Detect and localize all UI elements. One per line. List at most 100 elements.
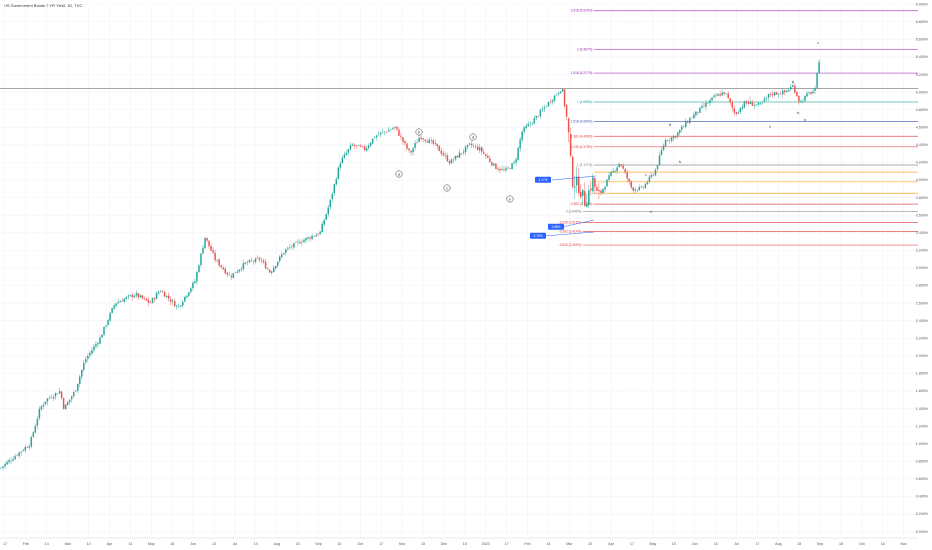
candle-body: [545, 106, 548, 108]
candle-body: [323, 220, 325, 225]
wave-circle-marker: [395, 170, 403, 178]
candle-body: [685, 121, 687, 127]
y-tick-label: 1.400%: [916, 407, 929, 411]
candle-body: [495, 163, 497, 169]
candle-body: [478, 147, 481, 151]
candle-body: [590, 188, 592, 191]
candle-body: [68, 399, 71, 403]
candle-body: [77, 383, 79, 391]
candle-body: [707, 103, 709, 104]
candle-body: [115, 303, 117, 306]
candle-body: [573, 186, 576, 188]
candle-body: [763, 98, 766, 102]
y-tick-label: 0.000%: [916, 530, 929, 534]
wave-label: i: [750, 96, 751, 100]
y-tick-label: 2.800%: [916, 284, 929, 288]
candle-body: [739, 108, 742, 113]
wave-circle-label: e: [509, 196, 512, 201]
candle-body: [650, 174, 653, 177]
wave-label: iv: [804, 118, 807, 122]
candle-body: [507, 167, 509, 169]
x-tick-label: 17: [379, 542, 383, 546]
candle-body: [533, 118, 536, 124]
candle-body: [452, 159, 455, 161]
candle-body: [600, 190, 602, 193]
wave-circle-marker: [415, 128, 423, 136]
candle-body: [18, 452, 20, 456]
candle-body: [182, 301, 184, 306]
candle-body: [119, 301, 121, 303]
candle-body: [46, 398, 49, 402]
candle-body: [173, 301, 176, 307]
candle-body: [430, 139, 433, 141]
candle-body: [438, 145, 441, 152]
candle-body: [283, 253, 285, 255]
candle-body: [470, 143, 473, 146]
candle-body: [485, 154, 487, 157]
candle-body: [291, 246, 293, 248]
candle-body: [139, 295, 142, 298]
candle-body: [305, 237, 307, 241]
candle-body: [687, 121, 689, 123]
candle-body: [107, 320, 109, 325]
y-tick-label: 1.000%: [916, 442, 929, 446]
price-badge: [535, 176, 551, 183]
candle-body: [527, 124, 529, 127]
x-tick-label: 14: [87, 542, 91, 546]
candle-body: [375, 135, 378, 138]
candle-body: [204, 237, 206, 248]
candle-body: [416, 142, 418, 144]
x-tick-label: May: [650, 542, 657, 546]
candle-body: [321, 223, 323, 233]
fib-level-label: 0 (3.640%): [566, 210, 582, 214]
candle-body: [553, 95, 556, 101]
candle-body: [767, 93, 770, 98]
y-tick-label: 4.400%: [916, 143, 929, 147]
candle-body: [188, 292, 190, 296]
candle-body: [274, 265, 277, 269]
candle-body: [537, 116, 540, 117]
candle-body: [786, 90, 788, 92]
candle-body: [234, 272, 237, 273]
candle-body: [149, 302, 152, 303]
wave-label: iv: [797, 111, 800, 115]
y-tick-label: 1.600%: [916, 389, 929, 393]
candle-body: [351, 144, 354, 146]
x-tick-label: 16: [881, 542, 885, 546]
candle-body: [38, 408, 41, 419]
candle-body: [757, 102, 760, 105]
x-tick-label: 18: [839, 542, 843, 546]
candle-body: [198, 265, 200, 273]
candle-body: [192, 282, 194, 289]
candle-body: [489, 158, 491, 162]
y-tick-label: 2.000%: [916, 354, 929, 358]
x-tick-label: Nov: [399, 542, 406, 546]
candle-body: [715, 95, 717, 96]
candle-body: [610, 172, 612, 176]
candle-body: [509, 168, 511, 169]
candle-body: [311, 236, 313, 239]
candle-body: [632, 187, 635, 191]
candle-body: [428, 139, 430, 144]
candle-body: [563, 89, 566, 106]
candle-body: [16, 455, 18, 457]
candle-body: [818, 62, 820, 74]
y-tick-label: 3.600%: [916, 213, 929, 217]
fib-level-label: 1.236 (4.378%): [571, 145, 593, 149]
candle-body: [228, 274, 231, 276]
candle-body: [371, 138, 374, 144]
candle-body: [361, 146, 364, 147]
candle-body: [618, 163, 620, 168]
candle-body: [121, 300, 123, 302]
candle-body: [408, 148, 410, 151]
wave-circle-label: c: [446, 185, 448, 190]
x-tick-label: Apr: [608, 542, 614, 546]
candle-body: [333, 184, 336, 194]
candle-body: [345, 152, 348, 155]
candle-body: [74, 390, 77, 392]
candle-body: [64, 404, 67, 410]
candle-body: [713, 95, 715, 98]
x-tick-label: Aug: [775, 542, 781, 546]
candle-body: [343, 154, 346, 158]
